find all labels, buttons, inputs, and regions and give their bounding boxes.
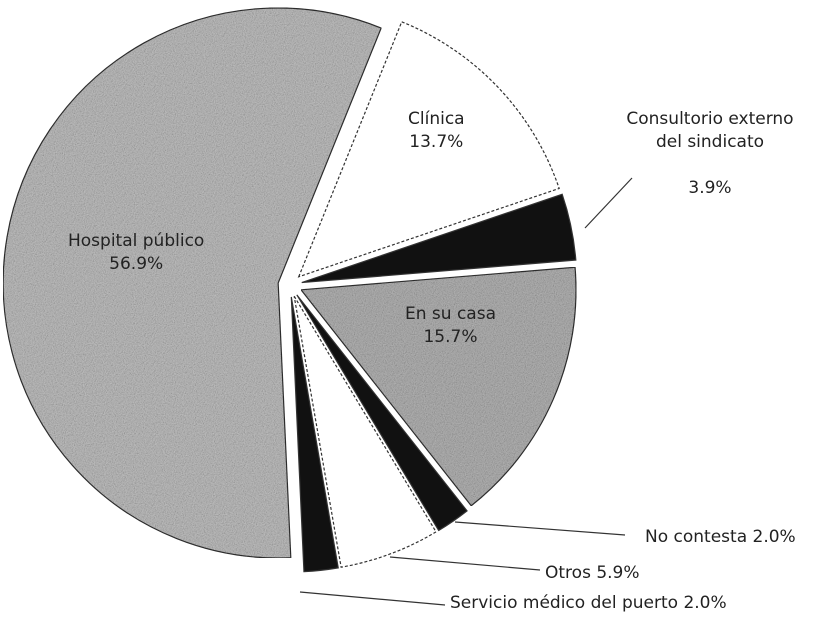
slice-label: Servicio médico del puerto 2.0%	[450, 592, 727, 615]
slice-label: Clínica 13.7%	[408, 108, 465, 154]
pie-slice	[301, 193, 577, 284]
pie-slice	[296, 294, 468, 532]
pie-slice	[290, 296, 339, 573]
category-name: Servicio médico del puerto	[450, 593, 679, 613]
pie-slice	[297, 21, 560, 278]
category-name: Consultorio externo del sindicato	[626, 109, 794, 152]
leader-line	[299, 591, 446, 606]
pie-slice	[293, 295, 437, 568]
leader-line	[454, 521, 626, 536]
slice-label: Consultorio externo del sindicato 3.9%	[610, 108, 810, 200]
value-label: 2.0%	[752, 527, 796, 547]
slice-label: Otros 5.9%	[545, 562, 640, 585]
leader-line	[389, 556, 541, 571]
pie-slice	[299, 266, 577, 507]
value-label: 56.9%	[109, 253, 164, 274]
slice-label: En su casa 15.7%	[405, 303, 496, 349]
value-label: 13.7%	[409, 131, 464, 152]
leader-line	[584, 177, 633, 229]
pie-slice	[2, 7, 382, 559]
category-name: Otros	[545, 563, 591, 583]
value-label: 3.9%	[688, 177, 732, 198]
value-label: 15.7%	[423, 326, 478, 347]
category-name: Clínica	[408, 109, 465, 129]
value-label: 2.0%	[683, 593, 727, 613]
category-name: En su casa	[405, 304, 496, 324]
slice-label: Hospital público 56.9%	[68, 230, 204, 276]
category-name: No contesta	[645, 527, 748, 547]
value-label: 5.9%	[596, 563, 640, 583]
category-name: Hospital público	[68, 231, 205, 251]
slice-label: No contesta 2.0%	[645, 526, 796, 549]
